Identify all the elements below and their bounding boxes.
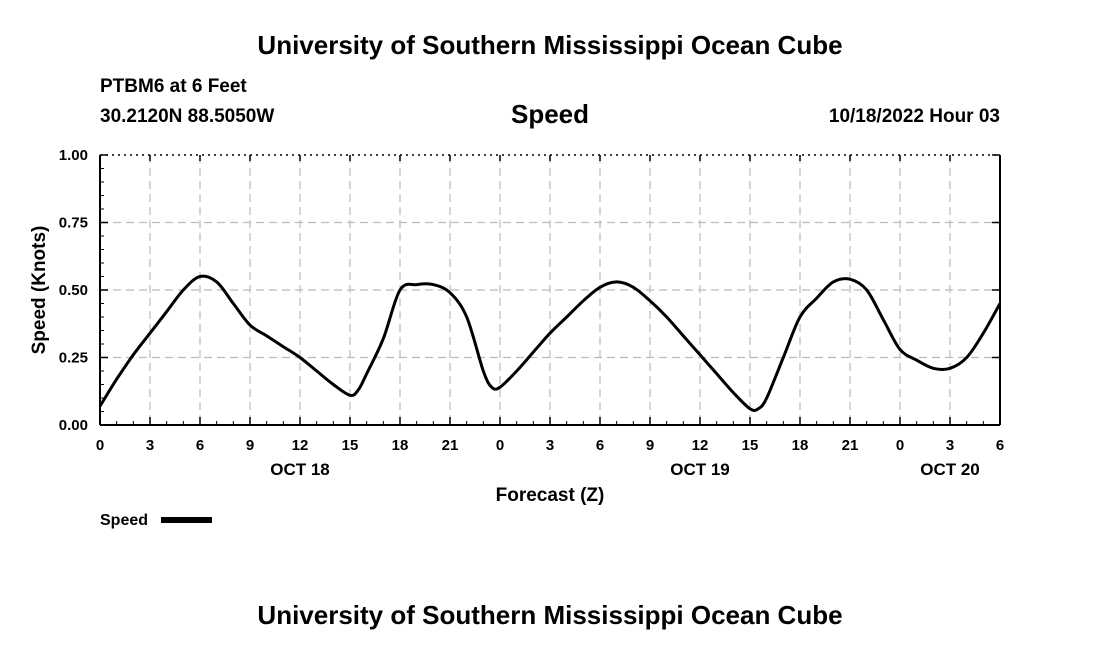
chart-main-title: Speed [510, 99, 590, 129]
y-tick-label-1: 0.25 [59, 350, 88, 367]
x-tick-label-18: 6 [996, 437, 1004, 454]
x-tick-label-6: 18 [392, 437, 409, 454]
station-label: PTBM6 at 6 Feet [100, 76, 247, 97]
x-tick-label-11: 9 [646, 437, 654, 454]
x-tick-label-12: 12 [692, 437, 709, 454]
y-tick-label-2: 0.50 [59, 282, 88, 299]
x-tick-label-15: 21 [842, 437, 859, 454]
x-tick-label-3: 9 [246, 437, 254, 454]
y-tick-label-0: 0.00 [59, 417, 88, 434]
y-axis-title: Speed (Knots) [29, 226, 50, 355]
axis-labels: 0 3 6 9 12 15 18 21 0 3 6 9 12 15 18 21 0 3 6 0.00 0.25 0.50 0… [29, 147, 1004, 506]
x-tick-label-1: 3 [146, 437, 154, 454]
x-tick-label-8: 0 [496, 437, 504, 454]
day-label-1: OCT 19 [670, 460, 730, 479]
chart-title-top: University of Southern Mississippi Ocean… [257, 30, 843, 60]
y-tick-label-4: 1.00 [59, 147, 88, 164]
x-tick-label-13: 15 [742, 437, 759, 454]
legend: Speed [100, 512, 212, 529]
y-tick-label-3: 0.75 [59, 215, 88, 232]
x-tick-label-7: 21 [442, 437, 459, 454]
x-tick-label-17: 3 [946, 437, 954, 454]
x-tick-label-16: 0 [896, 437, 904, 454]
x-tick-label-5: 15 [342, 437, 359, 454]
x-axis-title: Forecast (Z) [496, 485, 605, 506]
ticks [99, 154, 1001, 426]
coordinates-label: 30.2120N 88.5050W [100, 106, 275, 127]
x-tick-label-2: 6 [196, 437, 204, 454]
chart-title-bottom: University of Southern Mississippi Ocean… [257, 600, 843, 630]
x-tick-label-9: 3 [546, 437, 554, 454]
x-tick-label-4: 12 [292, 437, 309, 454]
legend-label: Speed [100, 512, 148, 529]
series-group [98, 274, 1002, 412]
day-label-0: OCT 18 [270, 460, 330, 479]
x-tick-label-0: 0 [96, 437, 104, 454]
series-line-speed [98, 274, 1002, 412]
forecast-datetime: 10/18/2022 Hour 03 [828, 106, 1000, 127]
day-label-2: OCT 20 [920, 460, 980, 479]
x-tick-label-14: 18 [792, 437, 809, 454]
x-tick-label-10: 6 [596, 437, 604, 454]
